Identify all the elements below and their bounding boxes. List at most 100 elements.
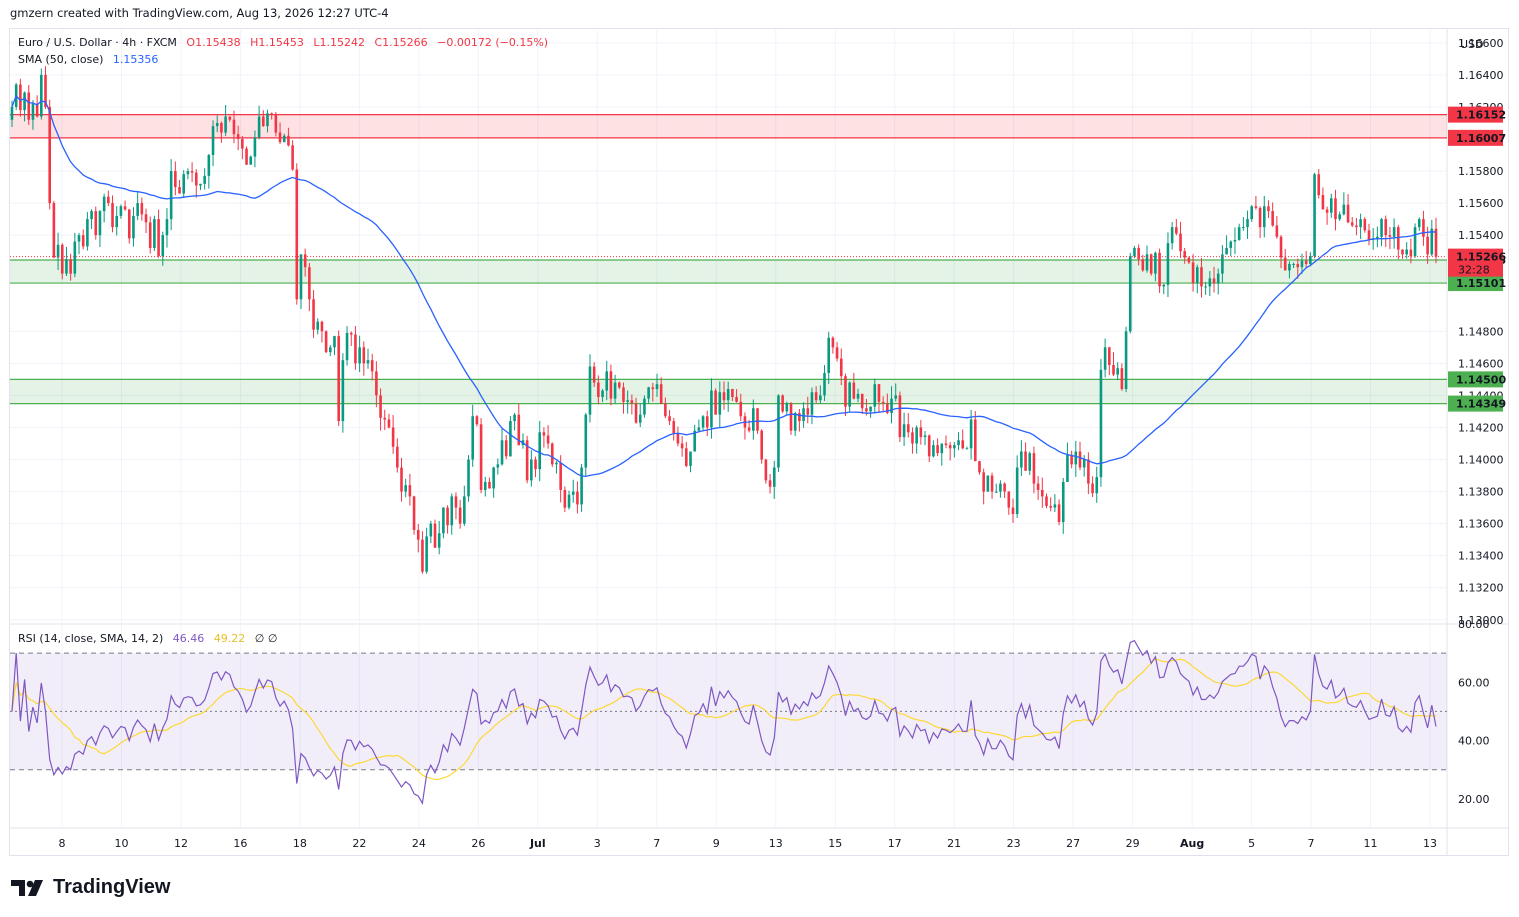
candle-body	[316, 321, 320, 330]
candle-body	[479, 424, 483, 490]
candle-body	[65, 259, 68, 274]
candle-body	[1430, 228, 1434, 255]
candle-body	[496, 464, 500, 468]
candle-body	[488, 481, 491, 489]
candle-body	[324, 331, 328, 353]
candle-body	[1041, 489, 1044, 497]
candle-body	[852, 382, 856, 399]
candle-body	[697, 427, 701, 431]
candle-body	[199, 183, 202, 186]
candle-body	[827, 337, 831, 373]
price-tick-label: 1.16400	[1458, 69, 1504, 82]
time-tick-label: 16	[233, 837, 247, 850]
candle-body	[391, 427, 395, 447]
candle-body	[178, 187, 181, 194]
time-tick-label: Jul	[529, 837, 546, 850]
candle-body	[831, 337, 835, 348]
time-tick-label: Aug	[1180, 837, 1204, 850]
zone-price-badge	[1448, 395, 1503, 412]
time-tick-label: 8	[59, 837, 66, 850]
time-tick-label: 24	[412, 837, 426, 850]
candle-body	[278, 132, 282, 143]
candle-body	[961, 440, 965, 449]
candle-body	[1120, 368, 1124, 390]
candle-body	[1087, 459, 1090, 484]
candle-body	[580, 467, 583, 505]
candle-body	[1246, 219, 1249, 228]
candle-body	[102, 196, 106, 212]
candle-body	[132, 215, 135, 239]
zone-price-badge	[1448, 275, 1503, 292]
candle-body	[69, 259, 72, 274]
candle-body	[1334, 198, 1337, 220]
candle-body	[1434, 228, 1438, 257]
candle-body	[161, 235, 165, 256]
candle-body	[1242, 227, 1245, 229]
candle-body	[664, 403, 667, 417]
candle-body	[1350, 222, 1354, 226]
price-tick-label: 1.13800	[1458, 486, 1504, 499]
candle-body	[1078, 451, 1082, 468]
candle-body	[220, 122, 223, 133]
last-price-label: 1.15266	[1456, 251, 1506, 264]
candle-body	[77, 235, 81, 242]
price-tick-label: 1.15600	[1458, 197, 1504, 210]
candle-body	[1283, 257, 1287, 271]
candle-body	[1405, 249, 1408, 255]
candle-body	[190, 171, 194, 173]
candle-body	[119, 206, 123, 216]
candle-body	[676, 433, 680, 444]
candle-body	[777, 395, 780, 468]
candle-body	[136, 203, 139, 216]
candle-body	[287, 135, 290, 146]
candle-body	[56, 244, 60, 258]
candle-body	[781, 395, 784, 412]
candle-body	[379, 395, 382, 418]
chart-frame	[9, 28, 1509, 856]
tradingview-logo[interactable]: TradingView	[11, 876, 170, 899]
candle-body	[433, 523, 437, 548]
grid	[10, 29, 1509, 856]
price-tick-label: 1.13200	[1458, 582, 1504, 595]
price-tick-label: 1.13600	[1458, 518, 1504, 531]
candle-body	[1032, 453, 1036, 484]
zone-price-badge	[1448, 129, 1503, 146]
candle-body	[877, 384, 881, 402]
price-tick-label: 1.13000	[1458, 614, 1504, 627]
candle-body	[714, 390, 717, 415]
candle-body	[215, 122, 219, 127]
tradingview-logo-icon	[11, 879, 43, 896]
candle-body	[999, 483, 1002, 492]
rsi-tick-label: 40.00	[1458, 735, 1490, 748]
candle-body	[1024, 451, 1027, 471]
candle-body	[668, 416, 671, 422]
candle-body	[1149, 254, 1153, 274]
candle-body	[211, 126, 215, 156]
candle-body	[454, 496, 458, 508]
candle-body	[567, 494, 571, 508]
currency-label[interactable]: USD	[1460, 38, 1484, 51]
candle-body	[81, 235, 85, 247]
candle-body	[530, 459, 533, 481]
candle-body	[308, 267, 311, 300]
candle-body	[1346, 204, 1350, 223]
zone-green-fill	[10, 259, 1447, 284]
candle-body	[835, 347, 839, 359]
candle-body	[915, 427, 918, 444]
candles	[10, 66, 1438, 574]
candle-body	[429, 523, 433, 537]
candle-body	[73, 241, 77, 274]
last-price-badge	[1448, 248, 1503, 277]
candle-body	[538, 432, 542, 470]
candle-body	[965, 448, 969, 450]
candle-body	[90, 211, 93, 220]
candle-body	[806, 408, 810, 415]
candle-body	[1003, 483, 1006, 492]
candle-body	[898, 395, 902, 438]
candle-body	[1258, 207, 1262, 228]
candle-body	[622, 387, 625, 402]
candle-body	[1091, 483, 1094, 494]
candle-body	[425, 536, 428, 572]
candle-body	[1116, 368, 1119, 375]
